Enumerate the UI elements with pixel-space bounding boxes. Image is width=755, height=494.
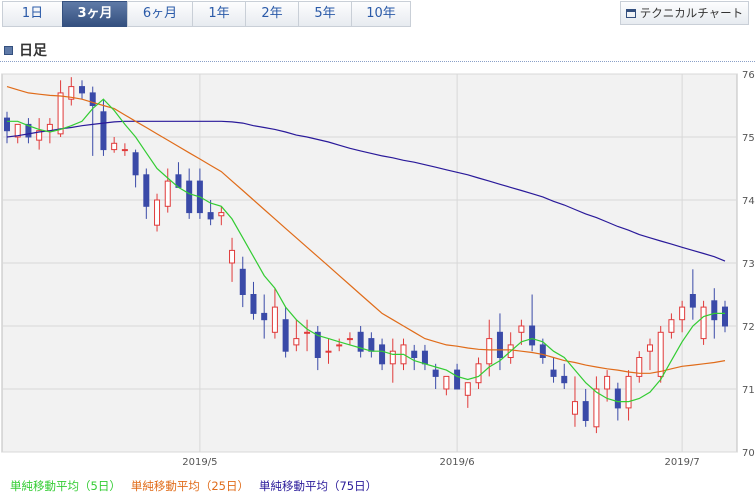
candle-body	[561, 375, 568, 384]
tab-10y[interactable]: 10年	[351, 1, 411, 27]
candle-body	[314, 331, 321, 358]
candle-body	[389, 350, 396, 365]
candle-body	[293, 338, 300, 346]
sma25-line	[6, 86, 726, 374]
technical-chart-label: テクニカルチャート	[639, 6, 744, 20]
candle-body	[711, 300, 718, 321]
candle-body	[454, 369, 461, 390]
legend-sma5: 単純移動平均（5日）	[10, 479, 121, 493]
candle-body	[657, 331, 664, 377]
window-icon	[625, 8, 636, 18]
candle-body	[700, 306, 707, 340]
candle-body	[571, 401, 578, 415]
candle-body	[368, 338, 375, 352]
candle-body	[636, 357, 643, 377]
candle-body	[100, 111, 107, 151]
legend: 単純移動平均（5日） 単純移動平均（25日） 単純移動平均（75日）	[10, 478, 377, 494]
tab-3m[interactable]: 3ヶ月	[62, 1, 128, 27]
candle-body	[486, 338, 493, 365]
candle-body	[186, 180, 193, 214]
legend-sma25: 単純移動平均（25日）	[130, 479, 249, 493]
sma75-line	[6, 120, 726, 262]
x-tick-label: 2019/7	[665, 457, 700, 468]
candle-body	[229, 249, 236, 264]
technical-chart-button[interactable]: テクニカルチャート	[620, 1, 749, 25]
candle-body	[132, 152, 139, 176]
candlestick-chart: 70 71 72 73 74 75 76 2019/5 2019/6 2019/7	[1, 70, 755, 468]
y-tick-label: 72	[742, 322, 755, 333]
candle-body	[111, 142, 118, 151]
dotted-divider	[0, 61, 755, 62]
candle-body	[336, 344, 343, 347]
candle-body	[646, 344, 653, 352]
tab-1d[interactable]: 1日	[2, 1, 63, 27]
candle-body	[89, 92, 96, 106]
candle-body	[57, 92, 64, 135]
candle-body	[325, 350, 332, 353]
candle-body	[625, 375, 632, 409]
candle-body	[250, 294, 257, 314]
sma5-line	[7, 98, 725, 403]
candle-body	[432, 369, 439, 377]
candle-body	[443, 375, 450, 390]
x-tick-label: 2019/5	[182, 457, 217, 468]
candle-body	[421, 350, 428, 365]
candle-body	[496, 331, 503, 358]
candle-body	[239, 268, 246, 296]
candle-body	[689, 294, 696, 308]
candle-body	[475, 363, 482, 384]
candle-body	[271, 306, 278, 333]
candle-body	[722, 306, 728, 327]
candle-body	[550, 369, 557, 377]
tab-1y[interactable]: 1年	[192, 1, 246, 27]
period-tabs: 1日 3ヶ月 6ヶ月 1年 2年 5年 10年	[2, 1, 411, 27]
tab-6m[interactable]: 6ヶ月	[127, 1, 193, 27]
candle-body	[4, 117, 10, 132]
y-tick-label: 73	[742, 259, 755, 270]
candle-body	[261, 312, 268, 321]
candle-body	[46, 123, 53, 132]
candle-body	[464, 382, 471, 396]
section-header: 日足	[4, 40, 47, 60]
candle-body	[36, 130, 43, 141]
tab-2y[interactable]: 2年	[245, 1, 299, 27]
legend-sma75: 単純移動平均（75日）	[258, 479, 378, 493]
candle-body	[614, 388, 621, 409]
square-bullet-icon	[4, 45, 13, 55]
candle-body	[529, 325, 536, 346]
candle-body	[582, 401, 589, 422]
candle-body	[25, 123, 32, 138]
candle-body	[346, 338, 353, 341]
section-title: 日足	[19, 43, 47, 59]
candle-body	[411, 350, 418, 359]
tab-5y[interactable]: 5年	[298, 1, 352, 27]
x-tick-label: 2019/6	[439, 457, 474, 468]
candle-body	[164, 180, 171, 207]
candle-body	[14, 123, 21, 138]
candle-body	[539, 344, 546, 358]
candle-body	[593, 388, 600, 428]
candle-body	[379, 344, 386, 365]
candle-body	[282, 319, 289, 352]
y-tick-label: 76	[742, 70, 755, 81]
candle-body	[207, 212, 214, 220]
candle-body	[604, 375, 611, 390]
candle-body	[154, 199, 161, 226]
candle-body	[143, 174, 150, 207]
candle-body	[218, 212, 225, 217]
candle-body	[679, 306, 686, 321]
candle-body	[79, 86, 86, 94]
candle-body	[518, 325, 525, 333]
candle-body	[68, 86, 75, 100]
candle-body	[304, 331, 311, 334]
y-tick-label: 71	[742, 385, 755, 396]
candle-body	[121, 149, 128, 152]
candle-body	[357, 331, 364, 352]
y-tick-label: 75	[742, 133, 755, 144]
candle-body	[668, 319, 675, 333]
y-tick-label: 70	[742, 448, 755, 459]
y-tick-label: 74	[742, 196, 755, 207]
